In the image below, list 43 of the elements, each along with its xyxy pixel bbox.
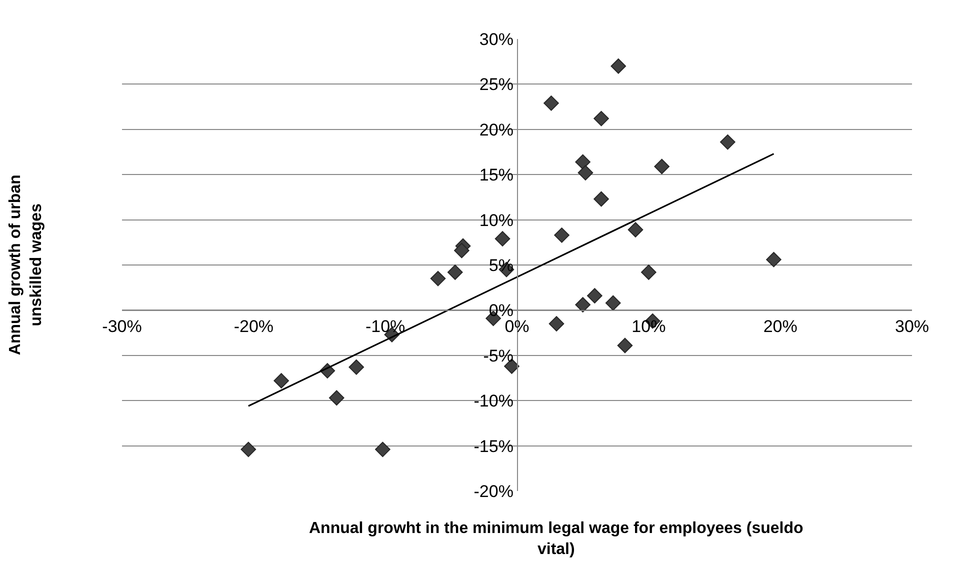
point [375,442,390,458]
point [548,316,564,332]
x-axis-title: Annual growht in the minimum legal wage for employees (sueldo vital) [309,520,804,558]
y-tick-label: 25% [479,75,514,94]
y-tick-label: 20% [479,120,514,140]
y-tick-label: -15% [474,436,514,456]
point [447,264,463,280]
point [544,96,559,111]
point [494,231,510,246]
point [274,373,289,388]
point [617,338,633,354]
point [720,134,736,150]
point [430,270,446,286]
point [578,165,594,180]
point [454,242,470,258]
point [554,228,570,243]
point [594,191,609,207]
point [575,154,590,170]
x-tick-label: -30% [102,316,142,336]
y-tick-label: -5% [483,346,514,366]
point [328,390,344,406]
point [594,110,609,126]
y-axis-title: Annual growth of urban unskilled wages [7,174,45,356]
x-tick-label: -10% [365,316,406,336]
x-tick-label: 30% [894,316,930,336]
point [348,360,364,375]
y-tick-label: -10% [474,392,514,411]
y-tick-label: 30% [479,30,514,49]
y-tick-label: 15% [479,166,514,185]
point [575,297,590,312]
point [605,295,621,311]
point [587,288,602,304]
point [641,264,656,280]
point [654,158,670,174]
x-tick-label: 20% [763,316,798,336]
x-tick-label: 10% [632,316,666,336]
y-tick-label: -20% [474,482,514,501]
x-tick-label: -20% [234,316,274,336]
point [766,252,782,268]
y-tick-label: 10% [479,210,514,230]
point [240,442,256,458]
point [628,222,644,238]
point [610,58,626,74]
